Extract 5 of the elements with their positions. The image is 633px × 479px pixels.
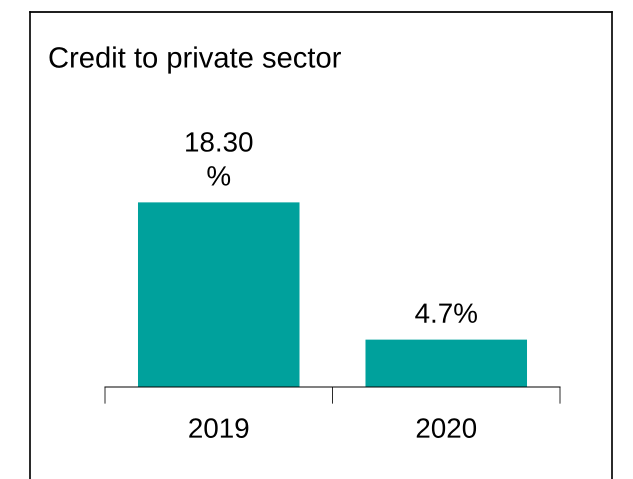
x-tick-label: 2020 xyxy=(416,418,476,438)
x-tick-label: 2019 xyxy=(189,418,248,438)
chart-title: Credit to private sector xyxy=(49,46,341,74)
data-label: 18.30 % xyxy=(186,132,252,186)
data-label: 4.7% xyxy=(415,303,477,323)
